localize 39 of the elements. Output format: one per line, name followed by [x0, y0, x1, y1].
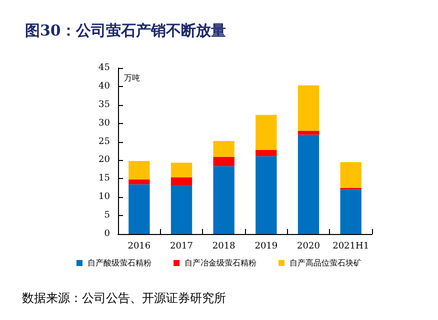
bar	[128, 179, 150, 184]
y-tick-label: 35	[98, 100, 110, 110]
bar	[128, 184, 150, 234]
y-tick-label: 45	[98, 63, 110, 73]
chart-title: 图30：公司萤石产销不断放量	[25, 22, 226, 40]
bar	[170, 162, 192, 178]
bar	[256, 156, 277, 234]
y-tick-label: 10	[98, 192, 110, 202]
x-tick-label: 2021H1	[332, 242, 370, 252]
legend-label: 自产高品位萤石块矿	[290, 258, 362, 268]
x-tick-label: 2019	[254, 242, 278, 252]
bar	[340, 190, 362, 234]
source-note: 数据来源：公司公告、开源证券研究所	[22, 291, 226, 305]
bar	[213, 166, 234, 234]
bar	[256, 150, 277, 156]
y-axis-title: 万吨	[124, 74, 140, 82]
x-tick-label: 2016	[128, 242, 151, 252]
bar	[298, 134, 320, 234]
bar	[170, 177, 192, 185]
y-tick-label: 0	[104, 229, 110, 239]
legend-label: 自产冶金级萤石精粉	[184, 258, 256, 268]
y-tick-label: 15	[98, 174, 110, 184]
y-tick-label: 5	[104, 210, 110, 221]
bar	[256, 114, 277, 150]
y-tick-label: 30	[98, 118, 110, 128]
y-tick-label: 25	[98, 136, 110, 147]
bar	[298, 85, 320, 131]
x-tick-label: 2017	[170, 242, 194, 252]
bar	[213, 156, 234, 166]
x-tick-label: 2018	[212, 242, 236, 252]
bar	[213, 141, 234, 157]
bar	[298, 130, 320, 135]
bar	[340, 162, 362, 188]
legend-label: 自产酸级萤石精粉	[88, 258, 152, 268]
y-tick-label: 20	[98, 155, 110, 166]
bar	[128, 160, 150, 180]
x-tick-label: 2020	[297, 242, 320, 252]
y-tick-label: 40	[98, 81, 110, 92]
bar	[170, 184, 192, 234]
